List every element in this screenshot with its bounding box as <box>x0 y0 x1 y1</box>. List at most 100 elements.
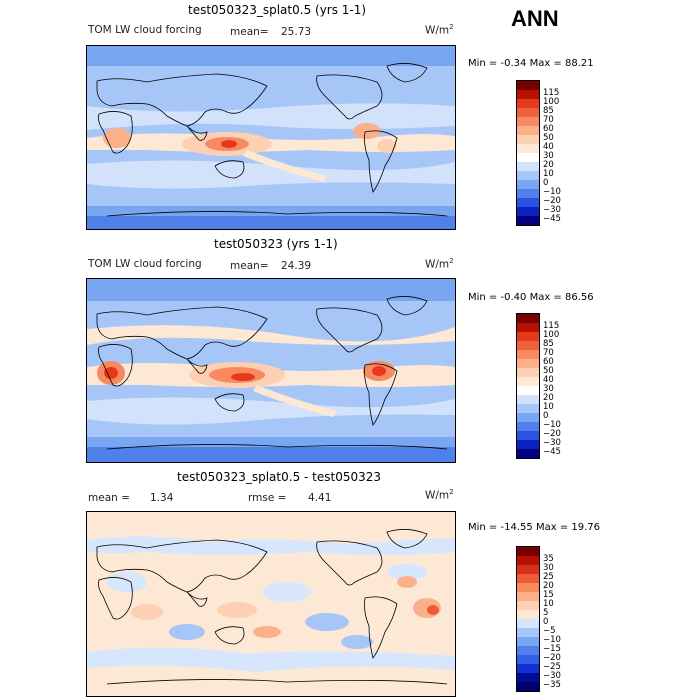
panel-2-colorbar-labels: 115 100 85 70 60 50 40 30 20 10 0 −10 −20 −30 −45 <box>543 317 583 461</box>
colorbar-tick-label: 10 <box>543 168 554 179</box>
colorbar-swatch <box>517 135 539 144</box>
colorbar-swatch <box>517 637 539 646</box>
colorbar-tick-label: 35 <box>543 553 554 564</box>
panel-3-map-svg <box>87 512 455 696</box>
panel-1-title: test050323_splat0.5 (yrs 1-1) <box>188 3 367 17</box>
colorbar-swatch <box>517 395 539 404</box>
colorbar-swatch <box>517 431 539 440</box>
colorbar-tick-label: 10 <box>543 401 554 412</box>
colorbar-tick-label: −20 <box>543 195 561 206</box>
colorbar-swatch <box>517 99 539 108</box>
colorbar-tick-label: −20 <box>543 428 561 439</box>
colorbar-swatch <box>517 332 539 341</box>
colorbar-tick-label: −35 <box>543 679 561 690</box>
colorbar-swatch <box>517 350 539 359</box>
colorbar-swatch <box>517 664 539 673</box>
panel-2-mean-value: 24.39 <box>281 260 312 272</box>
colorbar-swatch <box>517 368 539 377</box>
colorbar-swatch <box>517 556 539 565</box>
colorbar-tick-label: 20 <box>543 580 554 591</box>
panel-2-map-svg <box>87 279 455 462</box>
colorbar-tick-label: 85 <box>543 105 554 116</box>
panel-2-minmax: Min = -0.40 Max = 86.56 <box>468 292 594 303</box>
colorbar-swatch <box>517 655 539 664</box>
colorbar-swatch <box>517 449 539 458</box>
colorbar-swatch <box>517 341 539 350</box>
colorbar-swatch <box>517 144 539 153</box>
colorbar-tick-label: −20 <box>543 652 561 663</box>
panel-1-colorbar <box>516 80 540 226</box>
colorbar-swatch <box>517 673 539 682</box>
panel-3-mean-label: mean = <box>88 492 130 504</box>
panel-3-units: W/m2 <box>425 488 454 502</box>
colorbar-tick-label: 100 <box>543 329 560 340</box>
colorbar-tick-label: −30 <box>543 437 561 448</box>
colorbar-tick-label: −10 <box>543 419 561 430</box>
panel-1-map <box>86 45 456 230</box>
colorbar-swatch <box>517 180 539 189</box>
colorbar-swatch <box>517 171 539 180</box>
panel-2-max: 86.56 <box>564 292 594 303</box>
colorbar-swatch <box>517 628 539 637</box>
colorbar-tick-label: 10 <box>543 598 554 609</box>
colorbar-tick-label: 30 <box>543 150 554 161</box>
colorbar-swatch <box>517 314 539 323</box>
colorbar-swatch <box>517 198 539 207</box>
colorbar-tick-label: 40 <box>543 141 554 152</box>
colorbar-tick-label: 70 <box>543 347 554 358</box>
colorbar-swatch <box>517 117 539 126</box>
colorbar-tick-label: 15 <box>543 589 554 600</box>
panel-1-variable: TOM LW cloud forcing <box>88 24 202 36</box>
colorbar-swatch <box>517 619 539 628</box>
season-label: ANN <box>511 6 559 31</box>
colorbar-swatch <box>517 81 539 90</box>
colorbar-swatch <box>517 162 539 171</box>
colorbar-tick-label: 40 <box>543 374 554 385</box>
colorbar-swatch <box>517 583 539 592</box>
colorbar-tick-label: −30 <box>543 670 561 681</box>
panel-1-units: W/m2 <box>425 23 454 37</box>
panel-1-mean-label: mean= <box>230 26 269 38</box>
colorbar-tick-label: 20 <box>543 392 554 403</box>
colorbar-swatch <box>517 153 539 162</box>
panel-3-minmax: Min = -14.55 Max = 19.76 <box>468 522 600 533</box>
panel-2-title: test050323 (yrs 1-1) <box>214 237 338 251</box>
panel-3-colorbar <box>516 546 540 692</box>
panel-3-colorbar-labels: 35 30 25 20 15 10 5 0 −5 −10 −15 −20 −25 −30 −35 <box>543 550 583 694</box>
colorbar-swatch <box>517 601 539 610</box>
colorbar-swatch <box>517 440 539 449</box>
panel-3-title: test050323_splat0.5 - test050323 <box>177 470 382 484</box>
colorbar-tick-label: −30 <box>543 204 561 215</box>
panel-2-colorbar <box>516 313 540 459</box>
panel-3-mean-value: 1.34 <box>150 492 174 504</box>
colorbar-tick-label: −15 <box>543 643 561 654</box>
colorbar-swatch <box>517 610 539 619</box>
panel-2-min: -0.40 <box>500 292 527 303</box>
colorbar-tick-label: 50 <box>543 132 554 143</box>
panel-1-colorbar-labels: 115 100 85 70 60 50 40 30 20 10 0 −10 −20 −30 −45 <box>543 84 583 228</box>
panel-3-rmse-label: rmse = <box>248 492 287 504</box>
panel-1-mean-value: 25.73 <box>281 26 312 38</box>
colorbar-swatch <box>517 682 539 691</box>
panel-1-map-svg <box>87 46 455 229</box>
colorbar-tick-label: 115 <box>543 320 560 331</box>
colorbar-tick-label: −45 <box>543 213 561 224</box>
colorbar-tick-label: −10 <box>543 186 561 197</box>
colorbar-swatch <box>517 565 539 574</box>
colorbar-swatch <box>517 404 539 413</box>
colorbar-tick-label: 0 <box>543 616 549 627</box>
panel-3-max: 19.76 <box>571 522 600 533</box>
colorbar-swatch <box>517 646 539 655</box>
colorbar-swatch <box>517 422 539 431</box>
colorbar-tick-label: −45 <box>543 446 561 457</box>
colorbar-swatch <box>517 386 539 395</box>
panel-2-map <box>86 278 456 463</box>
colorbar-swatch <box>517 377 539 386</box>
colorbar-swatch <box>517 90 539 99</box>
panel-2-mean-label: mean= <box>230 260 269 272</box>
panel-1-max: 88.21 <box>564 58 594 69</box>
panel-2-variable: TOM LW cloud forcing <box>88 258 202 270</box>
colorbar-tick-label: 70 <box>543 114 554 125</box>
colorbar-tick-label: −10 <box>543 634 561 645</box>
colorbar-tick-label: 50 <box>543 365 554 376</box>
